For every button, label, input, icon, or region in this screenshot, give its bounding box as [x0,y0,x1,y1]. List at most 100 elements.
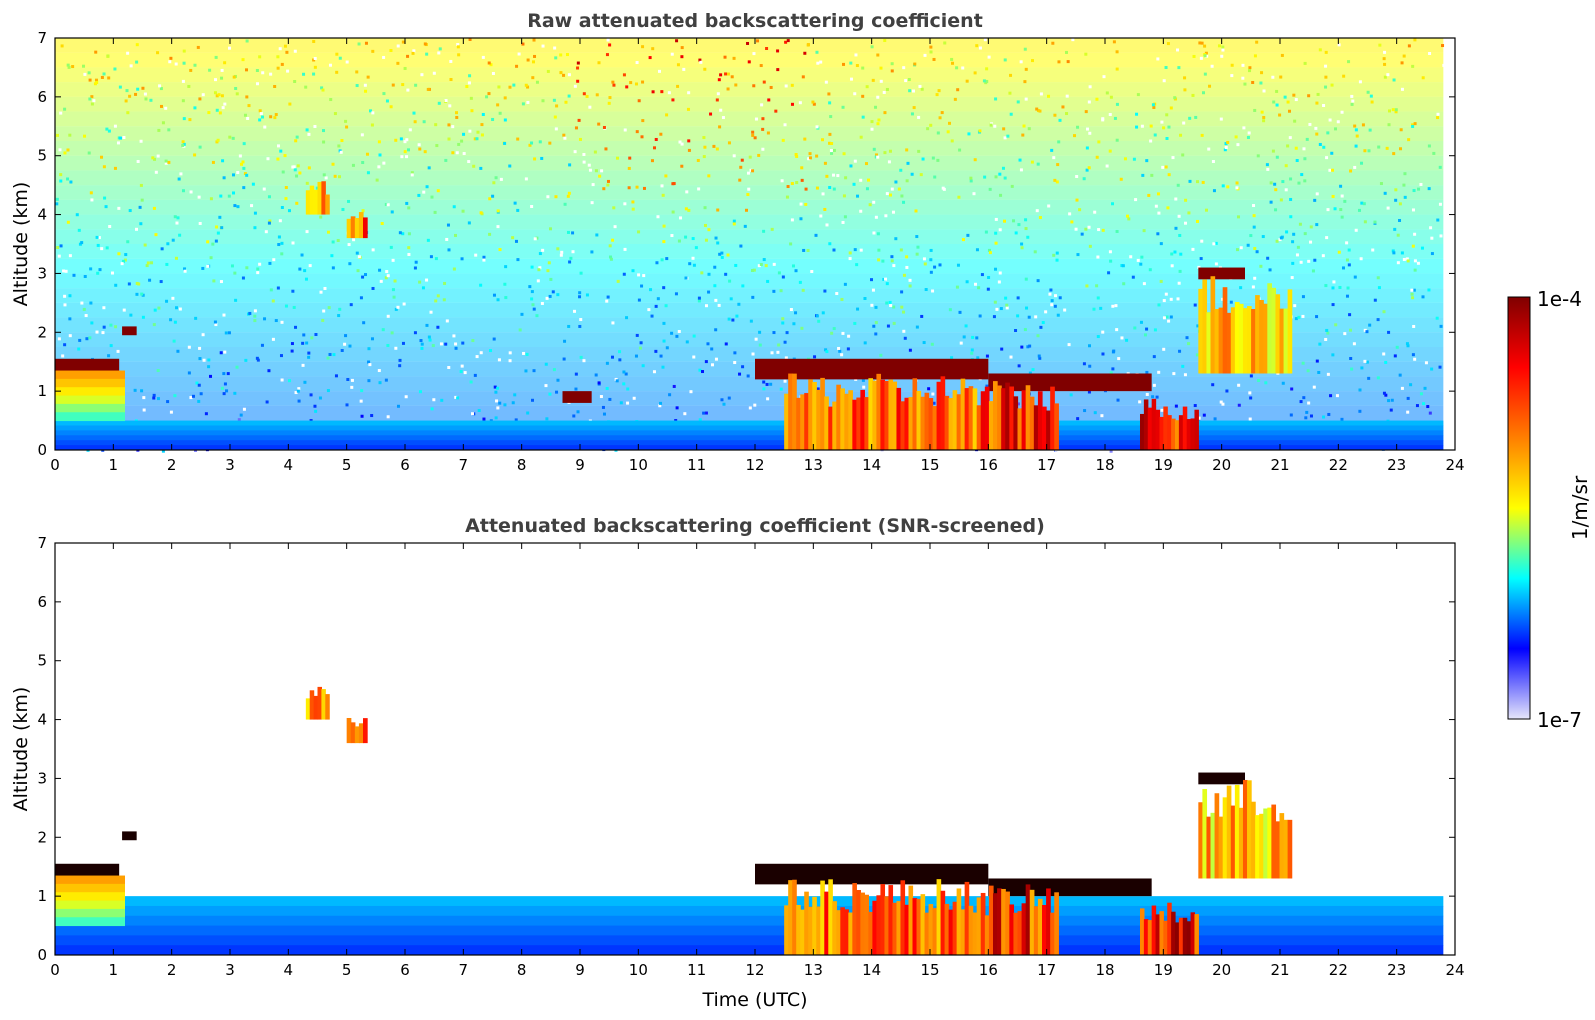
feature-elevated-cloud [1287,819,1293,879]
raw-noise-pixel [1200,239,1204,243]
raw-noise-pixel [993,300,997,304]
screened-y-tick-label: 4 [37,711,47,729]
raw-noise-pixel [1024,97,1028,101]
raw-noise-pixel [503,282,507,286]
raw-noise-pixel [370,414,374,418]
raw-noise-pixel [593,150,597,154]
raw-noise-pixel [1427,288,1431,292]
raw-noise-pixel [546,269,550,273]
raw-noise-pixel [276,55,280,59]
raw-noise-pixel [919,173,923,177]
raw-noise-pixel [868,203,872,207]
raw-noise-pixel [1423,386,1427,390]
raw-noise-pixel [632,396,636,400]
raw-noise-pixel [1009,73,1013,77]
raw-noise-pixel [346,377,350,381]
raw-noise-pixel [1407,138,1411,142]
feature-convective-cloud [864,397,869,450]
raw-noise-pixel [973,158,977,162]
raw-noise-pixel [1428,51,1432,55]
raw-noise-pixel [1023,47,1027,51]
raw-noise-pixel [498,401,502,405]
raw-noise-pixel [177,177,181,181]
raw-noise-pixel [1088,344,1092,348]
raw-noise-pixel [96,243,100,247]
raw-noise-pixel [223,382,227,386]
raw-noise-pixel [310,336,314,340]
raw-noise-pixel [230,264,234,268]
feature-convective-cloud [1182,406,1188,450]
raw-noise-pixel [790,102,794,106]
raw-noise-pixel [1283,95,1287,99]
raw-noise-pixel [1166,206,1170,210]
feature-elevated-cloud [1222,287,1228,374]
raw-noise-pixel [654,304,658,308]
raw-noise-pixel [922,257,926,261]
raw-noise-pixel [908,284,912,288]
raw-noise-pixel [1392,78,1396,82]
feature-elevated-cloud [1234,784,1240,879]
raw-noise-pixel [63,303,67,307]
raw-noise-pixel [658,404,662,408]
raw-noise-pixel [751,130,755,134]
raw-noise-pixel [433,210,437,214]
raw-noise-pixel [386,314,390,318]
raw-noise-pixel [777,343,781,347]
raw-noise-pixel [1412,189,1416,193]
raw-noise-pixel [97,236,101,240]
raw-noise-pixel [423,42,427,46]
raw-signal-band [55,111,1444,127]
raw-noise-pixel [938,116,942,120]
raw-noise-pixel [597,122,601,126]
raw-noise-pixel [726,253,730,257]
raw-noise-pixel [799,217,803,221]
raw-noise-pixel [554,127,558,131]
raw-noise-pixel [330,254,334,258]
raw-noise-pixel [242,166,246,170]
raw-noise-pixel [894,237,898,241]
raw-noise-pixel [482,417,486,421]
raw-noise-pixel [546,195,550,199]
raw-noise-pixel [660,184,664,188]
raw-noise-pixel [983,175,987,179]
raw-noise-pixel [461,341,465,345]
raw-noise-pixel [426,87,430,91]
raw-y-tick-label: 0 [37,441,47,459]
feature-elevated-cloud [1271,804,1277,879]
raw-noise-pixel [931,392,935,396]
raw-noise-pixel [404,395,408,399]
raw-noise-pixel [651,47,655,51]
raw-noise-pixel [1169,106,1173,110]
feature-convective-cloud [804,393,809,450]
raw-noise-pixel [1165,136,1169,140]
raw-noise-pixel [789,242,793,246]
raw-noise-pixel [1406,259,1410,263]
raw-signal-band [55,141,1444,156]
feature-convective-cloud [993,381,998,450]
feature-aerosol-plume [363,217,368,239]
raw-noise-pixel [790,218,794,222]
raw-noise-pixel [405,138,409,142]
raw-noise-pixel [239,413,243,417]
raw-noise-pixel [1109,259,1113,263]
raw-x-tick-label: 20 [1212,456,1231,474]
raw-noise-pixel [753,403,757,407]
raw-noise-pixel [987,55,991,59]
raw-noise-pixel [156,154,160,158]
raw-noise-pixel [707,174,711,178]
raw-noise-pixel [182,61,186,65]
raw-noise-pixel [816,61,820,65]
raw-noise-pixel [700,271,704,275]
raw-noise-pixel [714,236,718,240]
raw-noise-pixel [83,134,87,138]
raw-noise-pixel [322,309,326,313]
raw-noise-pixel [1358,388,1362,392]
raw-noise-pixel [165,262,169,266]
raw-noise-pixel [1145,370,1149,374]
raw-noise-pixel [1208,84,1212,88]
raw-signal-band [55,52,1444,68]
raw-noise-pixel [825,350,829,354]
raw-noise-pixel [134,92,138,96]
raw-noise-pixel [407,206,411,210]
raw-noise-pixel [102,325,106,329]
